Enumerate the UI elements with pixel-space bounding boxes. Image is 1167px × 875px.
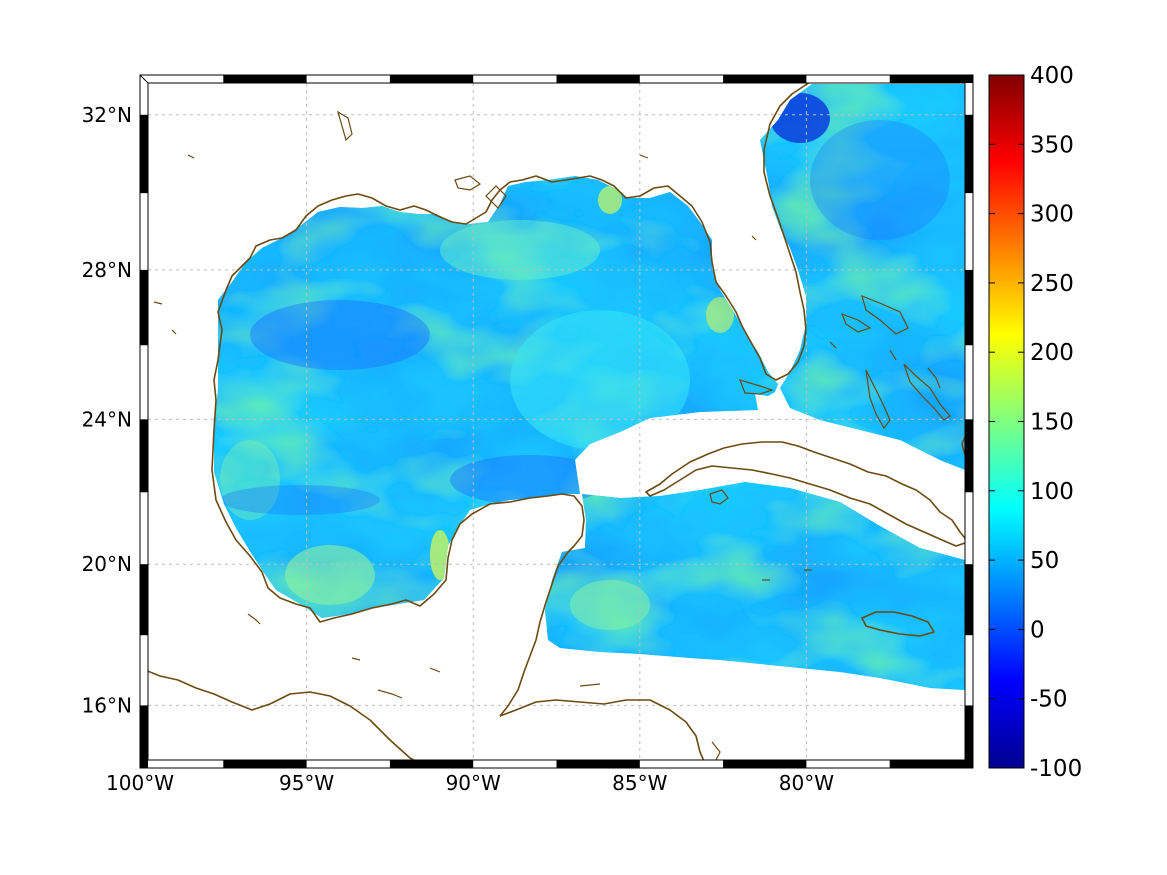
x-tick-label: 100°W [106,771,174,795]
frame-seg-left [140,705,148,768]
frame-seg-left [140,564,148,636]
x-tick-label: 85°W [612,771,667,795]
frame-seg-right [965,269,973,346]
frame-corner-2 [139,759,149,769]
frame-seg-top [223,75,307,83]
frame-corner-1 [964,74,974,84]
colorbar-label: -50 [1030,687,1068,713]
frame-seg-top [889,75,973,83]
data-field [214,84,965,690]
colorbar: 400 350 300 250 200 150 100 50 0 -50 -100 [988,63,1082,782]
frame-seg-bottom [556,760,640,768]
colorbar-label: 0 [1030,617,1045,643]
frame-seg-left [140,419,148,493]
y-tick-label: 16°N [82,693,132,717]
x-tick-labels: 100°W 95°W 90°W 85°W 80°W [106,771,834,795]
frame-seg-bottom [223,760,307,768]
y-tick-label: 24°N [82,407,132,431]
y-tick-labels: 16°N 20°N 24°N 28°N 32°N [82,103,132,718]
y-tick-label: 20°N [82,552,132,576]
frame-corner-3 [964,759,974,769]
grid-lines [148,83,965,760]
colorbar-label: 150 [1030,410,1074,436]
x-tick-label: 80°W [779,771,834,795]
colorbar-labels: 400 350 300 250 200 150 100 50 0 -50 -100 [1030,63,1082,782]
colorbar-label: 250 [1030,271,1074,297]
x-tick-label: 95°W [279,771,334,795]
coastlines [148,83,965,760]
colorbar-ticks [989,143,1024,700]
colorbar-label: 350 [1030,132,1074,158]
colorbar-label: 200 [1030,340,1074,366]
y-tick-label: 28°N [82,258,132,282]
frame-seg-top [389,75,474,83]
frame-seg-right [965,564,973,636]
frame-seg-bottom [889,760,973,768]
frame-seg-right [965,419,973,493]
frame-seg-left [140,269,148,346]
frame-seg-top [723,75,807,83]
colorbar-label: 400 [1030,63,1074,89]
frame-corner-0 [139,74,149,84]
colorbar-label: 300 [1030,202,1074,228]
frame-seg-left [140,114,148,194]
frame-seg-right [965,114,973,194]
colorbar-label: 50 [1030,548,1059,574]
colorbar-label: 100 [1030,479,1074,505]
map-frame [139,74,974,769]
frame-seg-top [556,75,640,83]
x-tick-label: 90°W [446,771,501,795]
frame-seg-right [965,705,973,768]
y-tick-label: 32°N [82,103,132,127]
frame-seg-bottom [389,760,474,768]
colorbar-label: -100 [1030,756,1082,782]
frame-seg-bottom [723,760,807,768]
